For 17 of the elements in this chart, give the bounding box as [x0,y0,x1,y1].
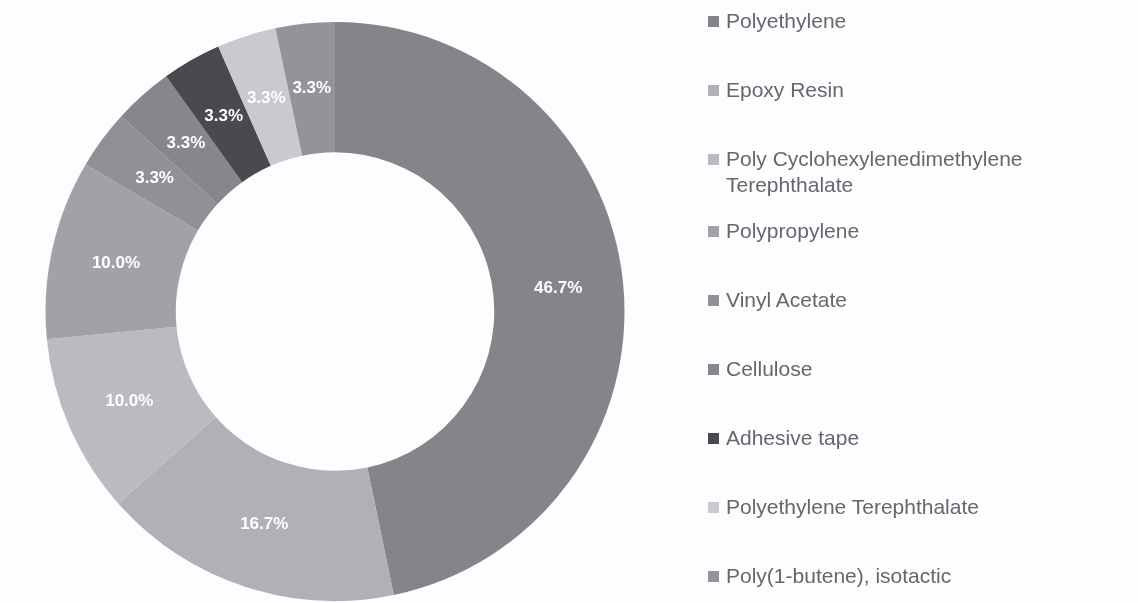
legend-label: Vinyl Acetate [726,287,848,313]
data-label: 16.7% [240,514,289,534]
legend-label: Polypropylene [726,218,860,244]
legend-label: Cellulose [726,356,813,382]
legend-label: Poly Cyclohexylenedimethylene Terephthalate [726,146,1024,198]
legend-label: Adhesive tape [726,425,860,451]
data-label: 3.3% [135,167,174,187]
data-label: 10.0% [105,390,154,410]
legend-label: Epoxy Resin [726,77,844,103]
data-label: 3.3% [292,78,332,98]
data-label: 3.3% [166,133,206,153]
data-label: 46.7% [534,278,583,298]
legend-label: Polyethylene Terephthalate [726,494,979,520]
data-label: 3.3% [204,106,244,126]
legend-label: Poly(1-butene), isotactic [726,563,952,589]
legend-label: Polyethylene [726,8,847,34]
data-label: 10.0% [91,252,141,272]
